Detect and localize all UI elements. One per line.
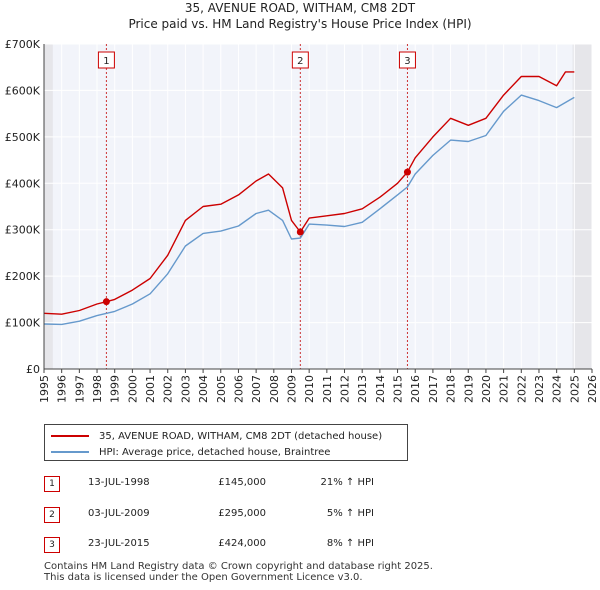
x-tick-label: 2021 xyxy=(498,375,511,403)
x-tick-label: 2008 xyxy=(268,375,281,403)
marker-label-box xyxy=(97,51,115,69)
x-tick-label: 2009 xyxy=(285,375,298,403)
transaction-price: £295,000 xyxy=(218,508,266,519)
y-tick-label: £400K xyxy=(5,177,41,190)
y-tick-label: £700K xyxy=(5,38,41,51)
x-tick-label: 2002 xyxy=(162,375,175,403)
x-tick-label: 1995 xyxy=(38,375,51,403)
x-tick-label: 2005 xyxy=(215,375,228,403)
x-tick-label: 2004 xyxy=(197,375,210,403)
transaction-number-badge: 2 xyxy=(44,507,60,523)
transaction-hpi-change: 5% ↑ HPI xyxy=(326,508,374,519)
y-tick-label: £600K xyxy=(5,84,41,97)
marker-label-box xyxy=(398,51,416,69)
chart-title: 35, AVENUE ROAD, WITHAM, CM8 2DT xyxy=(185,1,416,15)
footer-attribution: Contains HM Land Registry data © Crown c… xyxy=(44,561,433,583)
transaction-number-badge: 3 xyxy=(44,537,60,553)
x-tick-label: 2007 xyxy=(250,375,263,403)
x-tick-label: 1997 xyxy=(73,375,86,403)
footer-license: This data is licensed under the Open Gov… xyxy=(44,572,363,583)
x-tick-label: 2020 xyxy=(480,375,493,403)
x-tick-label: 2019 xyxy=(462,375,475,403)
x-tick-label: 2018 xyxy=(445,375,458,403)
x-tick-label: 2000 xyxy=(126,375,139,403)
transaction-price: £145,000 xyxy=(218,477,266,488)
transaction-row: 3 23-JUL-2015 £424,000 8% ↑ HPI xyxy=(44,537,584,555)
x-tick-label: 2006 xyxy=(232,375,245,403)
legend-item-hpi: HPI: Average price, detached house, Brai… xyxy=(51,444,330,460)
footer-copyright: Contains HM Land Registry data © Crown c… xyxy=(44,561,433,572)
chart-subtitle: Price paid vs. HM Land Registry's House … xyxy=(128,17,471,31)
x-tick-label: 2025 xyxy=(568,375,581,403)
sale-point xyxy=(102,298,110,306)
x-tick-label: 2015 xyxy=(392,375,405,403)
x-tick-label: 2022 xyxy=(515,375,528,403)
x-tick-label: 1999 xyxy=(109,375,122,403)
legend-item-property: 35, AVENUE ROAD, WITHAM, CM8 2DT (detach… xyxy=(51,428,382,444)
legend-label-hpi: HPI: Average price, detached house, Brai… xyxy=(99,446,331,458)
transaction-number-badge: 1 xyxy=(44,476,60,492)
marker-label: 1 xyxy=(103,56,109,67)
x-tick-label: 2003 xyxy=(179,375,192,403)
transaction-hpi-change: 8% ↑ HPI xyxy=(326,538,374,549)
x-tick-label: 2024 xyxy=(551,375,564,403)
transaction-date: 03-JUL-2009 xyxy=(88,508,150,519)
x-tick-label: 2012 xyxy=(339,375,352,403)
legend-swatch-property xyxy=(51,435,89,437)
sale-point xyxy=(296,228,304,236)
shaded-range xyxy=(572,44,592,369)
x-tick-label: 2013 xyxy=(356,375,369,403)
shaded-range xyxy=(44,44,53,369)
transaction-date: 23-JUL-2015 xyxy=(88,538,150,549)
y-tick-label: £200K xyxy=(5,270,41,283)
legend-label-property: 35, AVENUE ROAD, WITHAM, CM8 2DT (detach… xyxy=(99,430,383,442)
transaction-row: 1 13-JUL-1998 £145,000 21% ↑ HPI xyxy=(44,476,584,494)
transaction-date: 13-JUL-1998 xyxy=(88,477,150,488)
x-tick-label: 2017 xyxy=(427,375,440,403)
transaction-price: £424,000 xyxy=(218,538,266,549)
y-tick-label: £300K xyxy=(5,224,41,237)
hpi-line xyxy=(43,94,575,326)
x-tick-label: 2023 xyxy=(533,375,546,403)
transaction-hpi-change: 21% ↑ HPI xyxy=(320,477,374,488)
x-tick-label: 1998 xyxy=(91,375,104,403)
marker-label-box xyxy=(291,51,309,69)
plot-background xyxy=(44,44,592,369)
x-tick-label: 2016 xyxy=(409,375,422,403)
x-tick-label: 2014 xyxy=(374,375,387,403)
x-tick-label: 2026 xyxy=(586,375,599,403)
transaction-row: 2 03-JUL-2009 £295,000 5% ↑ HPI xyxy=(44,507,584,525)
x-tick-label: 2011 xyxy=(321,375,334,403)
marker-label: 3 xyxy=(404,56,410,67)
x-tick-label: 2010 xyxy=(303,375,316,403)
property-price-line xyxy=(43,71,575,315)
x-tick-label: 2001 xyxy=(144,375,157,403)
y-tick-label: £500K xyxy=(5,131,41,144)
chart-legend: 35, AVENUE ROAD, WITHAM, CM8 2DT (detach… xyxy=(44,424,408,461)
y-tick-label: £100K xyxy=(5,317,41,330)
marker-label: 2 xyxy=(297,56,303,67)
x-tick-label: 1996 xyxy=(56,375,69,403)
sale-point xyxy=(403,168,411,176)
legend-swatch-hpi xyxy=(51,451,89,453)
price-chart: 35, AVENUE ROAD, WITHAM, CM8 2DT Price p… xyxy=(5,1,599,403)
y-tick-label: £0 xyxy=(26,363,40,376)
